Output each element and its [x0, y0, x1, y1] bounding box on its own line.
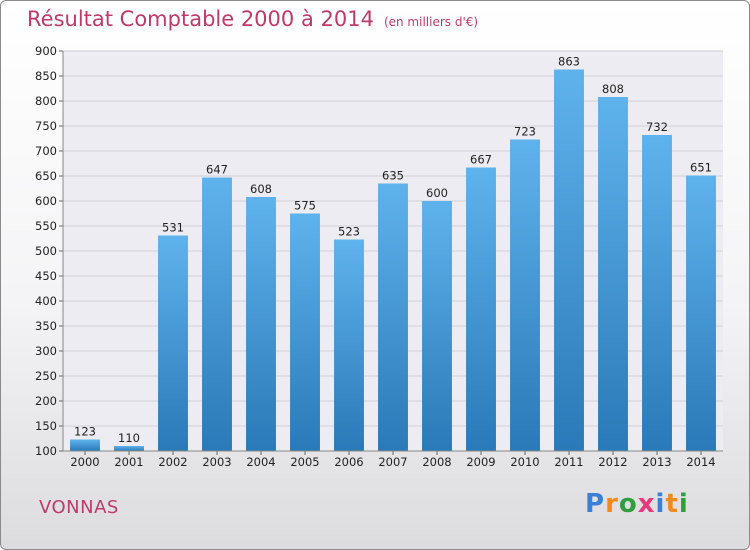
- bar-2004: [246, 197, 276, 451]
- x-tick-label: 2012: [598, 455, 627, 469]
- bar-2001: [114, 446, 144, 451]
- x-tick-label: 2006: [334, 455, 363, 469]
- bar-value-label: 608: [250, 182, 272, 196]
- logo-letter: x: [637, 489, 656, 519]
- y-tick-label: 750: [35, 119, 57, 133]
- y-tick-label: 500: [35, 244, 57, 258]
- x-tick-label: 2011: [554, 455, 583, 469]
- logo-letter: i: [655, 489, 666, 519]
- logo-letter: o: [618, 489, 638, 519]
- y-tick-label: 350: [35, 319, 57, 333]
- bar-value-label: 723: [514, 125, 536, 139]
- x-tick-label: 2003: [202, 455, 231, 469]
- bar-2006: [334, 239, 364, 451]
- bar-2003: [202, 177, 232, 451]
- bar-value-label: 575: [294, 199, 316, 213]
- bar-2013: [642, 135, 672, 451]
- bar-value-label: 808: [602, 82, 624, 96]
- logo-letter: t: [665, 489, 679, 519]
- x-tick-label: 2007: [378, 455, 407, 469]
- logo-letter: i: [678, 489, 689, 519]
- bar-value-label: 123: [74, 425, 96, 439]
- chart-title-text: Résultat Comptable 2000 à 2014: [27, 7, 374, 31]
- bar-2005: [290, 213, 320, 451]
- y-tick-label: 100: [35, 444, 57, 458]
- x-tick-label: 2002: [158, 455, 187, 469]
- y-tick-label: 450: [35, 269, 57, 283]
- logo-letter: P: [585, 489, 606, 519]
- proxiti-logo: Proxiti: [585, 489, 689, 519]
- bar-value-label: 635: [382, 169, 404, 183]
- y-tick-label: 650: [35, 169, 57, 183]
- bar-value-label: 531: [162, 221, 184, 235]
- bar-value-label: 651: [690, 161, 712, 175]
- bar-2014: [686, 175, 716, 451]
- x-tick-label: 2001: [114, 455, 143, 469]
- town-name: VONNAS: [39, 497, 119, 518]
- bar-value-label: 732: [646, 120, 668, 134]
- bar-2012: [598, 97, 628, 451]
- x-tick-label: 2004: [246, 455, 275, 469]
- y-tick-label: 400: [35, 294, 57, 308]
- x-tick-label: 2014: [686, 455, 715, 469]
- bar-value-label: 110: [118, 431, 140, 445]
- logo-letter: r: [605, 489, 619, 519]
- bar-value-label: 523: [338, 225, 360, 239]
- bar-2008: [422, 201, 452, 451]
- y-tick-label: 200: [35, 394, 57, 408]
- y-tick-label: 900: [35, 44, 57, 58]
- bar-2007: [378, 183, 408, 451]
- y-tick-label: 550: [35, 219, 57, 233]
- x-tick-label: 2005: [290, 455, 319, 469]
- bar-2011: [554, 69, 584, 451]
- y-tick-label: 300: [35, 344, 57, 358]
- bar-value-label: 863: [558, 55, 580, 69]
- bar-value-label: 647: [206, 163, 228, 177]
- x-tick-label: 2000: [70, 455, 99, 469]
- x-tick-label: 2013: [642, 455, 671, 469]
- y-tick-label: 700: [35, 144, 57, 158]
- x-tick-label: 2009: [466, 455, 495, 469]
- bar-2009: [466, 167, 496, 451]
- bar-2002: [158, 235, 188, 451]
- y-tick-label: 250: [35, 369, 57, 383]
- y-tick-label: 850: [35, 69, 57, 83]
- chart-unit: (en milliers d'€): [383, 15, 479, 29]
- bar-2010: [510, 139, 540, 451]
- y-tick-label: 600: [35, 194, 57, 208]
- bar-value-label: 600: [426, 186, 448, 200]
- x-tick-label: 2010: [510, 455, 539, 469]
- x-tick-label: 2008: [422, 455, 451, 469]
- y-tick-label: 800: [35, 94, 57, 108]
- bar-2000: [70, 439, 100, 451]
- chart-title: Résultat Comptable 2000 à 2014 (en millie…: [27, 7, 478, 31]
- y-tick-label: 150: [35, 419, 57, 433]
- bar-value-label: 667: [470, 153, 492, 167]
